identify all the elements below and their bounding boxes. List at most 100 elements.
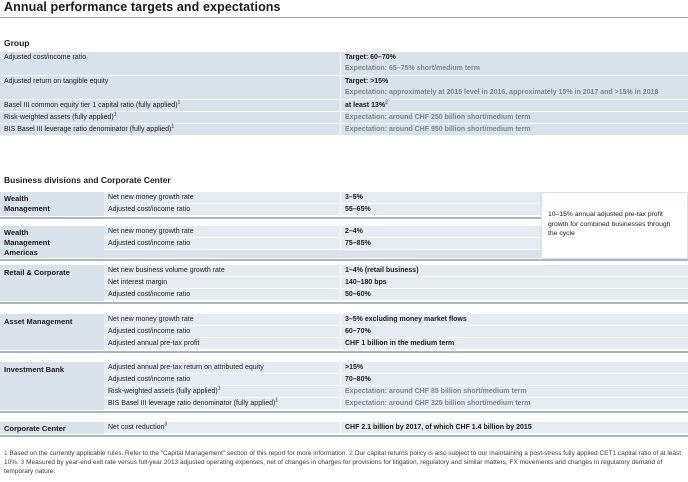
division-rows: Net new money growth rate 2–4% Adjusted co…	[104, 226, 540, 250]
label-text: Net new money growth rate	[108, 316, 194, 323]
division-rows: Net new money growth rate 3–5% excluding …	[104, 314, 688, 350]
division-separator	[0, 259, 688, 261]
group-row-label: Risk-weighted assets (fully applied)1	[4, 112, 334, 123]
division-row-label: Net new money growth rate	[108, 314, 338, 325]
footnote-text: Our capital returns policy is also subje…	[4, 450, 682, 466]
group-row-value: Expectation: around CHF 950 billion shor…	[345, 124, 685, 135]
footnote-number: 2	[349, 450, 353, 457]
division-separator	[0, 435, 688, 437]
division-row-value: >15%	[345, 362, 688, 373]
division-row-value: 140–180 bps	[345, 277, 688, 288]
label-text: Risk-weighted assets (fully applied)	[108, 388, 218, 395]
division-name: Wealth Management	[4, 194, 50, 214]
group-table: Adjusted cost/income ratio Target: 60–70%…	[0, 52, 688, 136]
division-row-value: 2–4%	[345, 226, 540, 237]
value-text: 3–5%	[345, 194, 363, 201]
division-name-line: Management	[4, 204, 50, 213]
division-row-label: Net cost reduction3	[108, 422, 338, 433]
division-row: Adjusted annual pre-tax profit CHF 1 bill…	[104, 338, 688, 350]
value-text: Target: >15%	[345, 78, 389, 85]
division-row-value: 50–60%	[345, 289, 688, 300]
label-text: Adjusted cost/income ratio	[108, 291, 191, 298]
label-text: Adjusted cost/income ratio	[108, 240, 191, 247]
value-text: Target: 60–70%	[345, 54, 396, 61]
group-row-label: BIS Basel III leverage ratio denominator…	[4, 124, 334, 135]
expectation-text: Expectation: approximately at 2015 level…	[345, 89, 659, 96]
division-row-value: CHF 1 billion in the medium term	[345, 338, 688, 349]
division-rows: Net new money growth rate 3–5% Adjusted co…	[104, 192, 540, 216]
column-divider	[340, 326, 341, 337]
footnote-text: Based on the currently applicable rules.…	[7, 450, 348, 457]
division-rows: Net cost reduction3 CHF 2.1 billion by 20…	[104, 422, 688, 434]
group-row: Risk-weighted assets (fully applied)1 Exp…	[0, 112, 688, 124]
column-divider	[340, 422, 341, 433]
group-row: BIS Basel III leverage ratio denominator…	[0, 124, 688, 136]
division-name-line: Asset Management	[4, 317, 73, 326]
footnote-ref: 1	[171, 123, 175, 130]
division-row-label: Net new money growth rate	[108, 226, 338, 237]
division-row: BIS Basel III leverage ratio denominator…	[104, 398, 688, 410]
division-block: Asset Management Net new money growth rat…	[0, 314, 688, 350]
value-text: 1–4% (retail business)	[345, 267, 419, 274]
column-divider	[340, 192, 341, 203]
value-text: at least 13%	[345, 102, 386, 109]
division-row-label: Net new money growth rate	[108, 192, 338, 203]
division-name: Asset Management	[4, 317, 72, 327]
footnote-ref: 3	[164, 421, 168, 428]
division-rows: Net new business volume growth rate 1–4% …	[104, 265, 688, 301]
division-rows: Adjusted annual pre-tax return on attrib…	[104, 362, 688, 410]
value-text: 140–180 bps	[345, 279, 387, 286]
division-name-line: Management	[4, 238, 50, 247]
division-row-value: CHF 2.1 billion by 2017, of which CHF 1.…	[345, 422, 688, 433]
value-text: CHF 1 billion in the medium term	[345, 340, 455, 347]
label-text: Adjusted cost/income ratio	[108, 328, 191, 335]
column-divider	[340, 277, 341, 288]
column-divider	[340, 362, 341, 373]
division-row: Net new money growth rate 2–4%	[104, 226, 540, 238]
group-row: Adjusted cost/income ratio Target: 60–70%…	[0, 52, 688, 76]
value-text: >15%	[345, 364, 364, 371]
division-row-label: Net new business volume growth rate	[108, 265, 338, 276]
expectation-text: Expectation: 65–75% short/medium term	[345, 65, 480, 72]
division-row-value: 70–80%	[345, 374, 688, 385]
division-row-label: Net interest margin	[108, 277, 338, 288]
value-text: Expectation: around CHF 85 billion short…	[345, 388, 527, 395]
column-divider	[340, 265, 341, 276]
label-text: Adjusted annual pre-tax profit	[108, 340, 200, 347]
value-text: 60–70%	[345, 328, 371, 335]
division-row-value: 1–4% (retail business)	[345, 265, 688, 276]
page-title: Annual performance targets and expectati…	[4, 0, 281, 14]
column-divider	[340, 204, 341, 215]
division-row-value: 3–5% excluding money market flows	[345, 314, 688, 325]
label-text: Net new money growth rate	[108, 228, 194, 235]
value-text: Expectation: around CHF 950 billion shor…	[345, 126, 531, 133]
division-name: Corporate Center	[4, 424, 66, 434]
division-row: Net new money growth rate 3–5% excluding …	[104, 314, 688, 326]
division-row: Adjusted cost/income ratio 75–85%	[104, 238, 540, 250]
division-row-label: Adjusted cost/income ratio	[108, 374, 338, 385]
division-row-value: Expectation: around CHF 325 billion shor…	[345, 398, 688, 409]
side-note-text: 10–15% annual adjusted pre-tax profit gr…	[548, 211, 671, 237]
division-name: Retail & Corporate	[4, 268, 70, 278]
division-block: Corporate Center Net cost reduction3 CHF 2…	[0, 422, 688, 434]
value-text: CHF 2.1 billion by 2017, of which CHF 1.…	[345, 424, 532, 431]
label-text: Net interest margin	[108, 279, 168, 286]
business-heading: Business divisions and Corporate Center	[4, 175, 171, 185]
column-divider	[340, 100, 341, 111]
division-row-label: Adjusted cost/income ratio	[108, 326, 338, 337]
column-divider	[340, 52, 341, 75]
label-text: Net cost reduction	[108, 424, 165, 431]
group-row-value: Target: 60–70% Expectation: 65–75% short/…	[345, 52, 685, 74]
division-name-line: Investment Bank	[4, 365, 65, 374]
division-row: Adjusted cost/income ratio 50–60%	[104, 289, 688, 301]
division-row-label: Risk-weighted assets (fully applied)1	[108, 386, 338, 397]
column-divider	[340, 289, 341, 300]
value-text: Expectation: around CHF 250 billion shor…	[345, 114, 531, 121]
label-text: Basel III common equity tier 1 capital r…	[4, 102, 178, 109]
division-row: Net new business volume growth rate 1–4% …	[104, 265, 688, 277]
column-divider	[340, 112, 341, 123]
side-note-box: 10–15% annual adjusted pre-tax profit gr…	[541, 192, 688, 259]
group-row-label: Basel III common equity tier 1 capital r…	[4, 100, 334, 111]
group-row-value: Expectation: around CHF 250 billion shor…	[345, 112, 685, 123]
value-text: 3–5% excluding money market flows	[345, 316, 467, 323]
